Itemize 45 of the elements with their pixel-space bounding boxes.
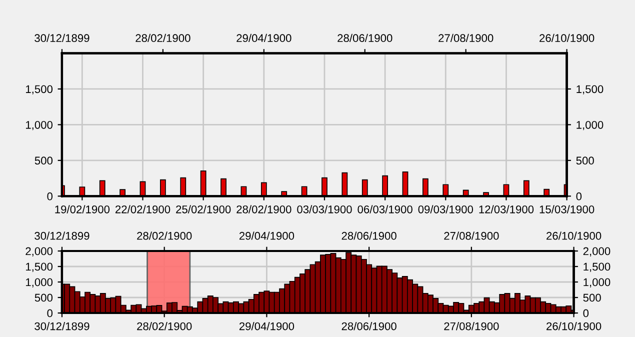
y2-tick-label: 1,000 <box>584 278 610 288</box>
x2-tick-label: 28/06/1900 <box>342 232 396 240</box>
x-tick-label: 15/03/1900 <box>540 205 594 214</box>
x2-tick-label: 30/12/1899 <box>34 232 90 240</box>
x2-tick-label: 29/04/1900 <box>236 34 292 42</box>
y2-tick-label: 1,500 <box>576 85 604 94</box>
y2-tick-label: 0 <box>583 309 589 318</box>
x2-tick-label: 28/02/1900 <box>136 34 190 42</box>
y-tick-label: 1,000 <box>26 120 53 130</box>
y2-tick-label: 500 <box>583 294 601 302</box>
y2-tick-label: 0 <box>576 192 582 200</box>
y-tick-label: 1,500 <box>26 85 53 94</box>
x2-tick-label: 26/10/1900 <box>540 34 594 42</box>
x2-tick-label: 27/08/1900 <box>444 232 499 240</box>
x-tick-label: 28/06/1900 <box>342 322 396 330</box>
y-tick-label: 2,000 <box>26 247 53 256</box>
y2-tick-label: 2,000 <box>583 247 610 256</box>
x-tick-label: 26/10/1900 <box>546 322 602 330</box>
x2-tick-label: 27/08/1900 <box>438 34 494 42</box>
x-tick-label: 28/02/1900 <box>137 322 192 330</box>
x2-tick-label: 29/04/1900 <box>239 232 294 240</box>
y2-tick-label: 1,500 <box>584 262 610 272</box>
x2-tick-label: 30/12/1899 <box>34 34 90 42</box>
y-tick-label: 1,000 <box>26 278 53 288</box>
x-tick-label: 12/03/1900 <box>479 205 534 214</box>
x-tick-label: 09/03/1900 <box>418 205 474 214</box>
x-tick-label: 19/02/1900 <box>55 205 110 214</box>
x-tick-label: 25/02/1900 <box>176 205 231 214</box>
x-tick-label: 28/02/1900 <box>236 205 292 214</box>
y-tick-label: 0 <box>47 192 53 200</box>
x-tick-label: 06/03/1900 <box>358 205 412 214</box>
y-tick-label: 1,500 <box>26 262 53 272</box>
x-tick-label: 30/12/1899 <box>34 322 90 330</box>
x-tick-label: 29/04/1900 <box>239 322 294 330</box>
y-tick-label: 500 <box>34 294 53 302</box>
x-tick-label: 22/02/1900 <box>116 205 170 214</box>
x2-tick-label: 28/02/1900 <box>137 232 192 240</box>
x-tick-label: 03/03/1900 <box>297 205 352 214</box>
y2-tick-label: 500 <box>576 156 594 165</box>
x2-tick-label: 26/10/1900 <box>546 232 602 240</box>
y-tick-label: 500 <box>34 156 53 165</box>
y-tick-label: 0 <box>47 309 53 318</box>
x2-tick-label: 28/06/1900 <box>338 34 392 42</box>
x-tick-label: 27/08/1900 <box>444 322 499 330</box>
y2-tick-label: 1,000 <box>576 120 604 130</box>
